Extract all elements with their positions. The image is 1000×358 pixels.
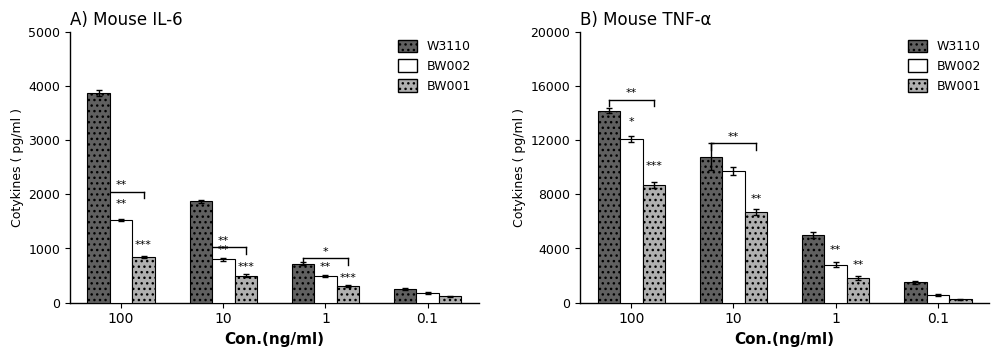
Bar [212,259,235,303]
Y-axis label: Cotykines ( pg/ml ): Cotykines ( pg/ml ) [11,108,24,227]
Bar [235,276,257,303]
Text: ***: *** [135,240,152,250]
Text: ***: *** [339,272,356,282]
X-axis label: Con.(ng/ml): Con.(ng/ml) [735,332,835,347]
Bar [337,286,359,303]
Text: **: ** [115,180,127,190]
Text: **: ** [750,194,762,204]
Text: **: ** [626,88,637,98]
Bar [927,295,949,303]
Bar [847,278,869,303]
Y-axis label: Cotykines ( pg/ml ): Cotykines ( pg/ml ) [513,108,526,227]
Legend: W3110, BW002, BW001: W3110, BW002, BW001 [393,35,476,98]
Text: **: ** [218,245,229,255]
Bar [620,139,643,303]
Bar [700,156,722,303]
Bar [87,93,110,303]
Bar [722,171,745,303]
Legend: W3110, BW002, BW001: W3110, BW002, BW001 [903,35,986,98]
Text: **: ** [728,132,739,142]
Text: B) Mouse TNF-α: B) Mouse TNF-α [580,11,712,29]
Bar [745,212,767,303]
Bar [314,276,337,303]
Text: **: ** [830,245,841,255]
Text: A) Mouse IL-6: A) Mouse IL-6 [70,11,183,29]
Bar [824,265,847,303]
X-axis label: Con.(ng/ml): Con.(ng/ml) [224,332,324,347]
Bar [598,111,620,303]
Text: **: ** [115,199,127,209]
Bar [292,263,314,303]
Text: *: * [323,247,328,257]
Text: **: ** [320,262,331,272]
Bar [190,202,212,303]
Bar [416,293,439,303]
Text: ***: *** [237,262,254,272]
Bar [394,289,416,303]
Bar [949,299,972,303]
Bar [439,296,461,303]
Bar [904,282,927,303]
Bar [132,257,155,303]
Text: ***: *** [645,161,662,171]
Text: *: * [628,117,634,127]
Text: **: ** [852,260,864,270]
Bar [110,221,132,303]
Bar [643,185,665,303]
Bar [802,235,824,303]
Text: **: ** [218,236,229,246]
